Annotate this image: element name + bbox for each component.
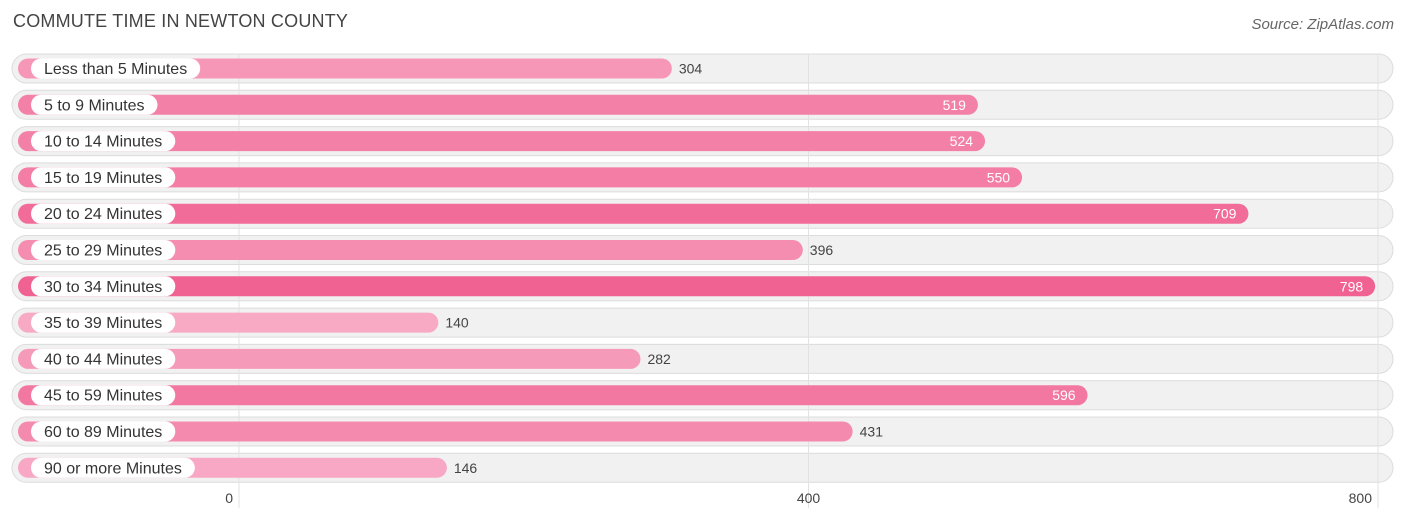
category-label-pill bbox=[31, 131, 176, 152]
bar-group: 90 or more Minutes 146 bbox=[18, 457, 478, 478]
category-label-pill bbox=[31, 203, 176, 224]
bar-group: 25 to 29 Minutes 396 bbox=[18, 240, 833, 260]
bar bbox=[18, 167, 1023, 188]
value-label: 140 bbox=[445, 315, 469, 331]
chart-source: Source: ZipAtlas.com bbox=[1251, 16, 1394, 33]
x-tick-label: 800 bbox=[1349, 490, 1373, 506]
value-label: 431 bbox=[860, 424, 884, 440]
bar-group: Less than 5 Minutes 304 bbox=[18, 58, 703, 79]
category-label: 5 to 9 Minutes bbox=[44, 97, 145, 114]
category-label: 45 to 59 Minutes bbox=[44, 388, 162, 405]
bar-group: 30 to 34 Minutes 798 bbox=[18, 276, 1376, 297]
bar-group: 40 to 44 Minutes 282 bbox=[18, 348, 671, 369]
category-label: 30 to 34 Minutes bbox=[44, 279, 162, 296]
bar-group: 5 to 9 Minutes 519 bbox=[18, 94, 978, 115]
category-label: 10 to 14 Minutes bbox=[44, 134, 162, 151]
bar bbox=[18, 276, 1376, 297]
value-label: 798 bbox=[1340, 278, 1364, 294]
category-label: 15 to 19 Minutes bbox=[44, 170, 162, 187]
category-label: 35 to 39 Minutes bbox=[44, 315, 162, 332]
category-label: 20 to 24 Minutes bbox=[44, 206, 162, 223]
bar-group: 10 to 14 Minutes 524 bbox=[18, 131, 986, 152]
value-label: 596 bbox=[1052, 387, 1076, 403]
value-label: 519 bbox=[943, 97, 967, 113]
category-label: 60 to 89 Minutes bbox=[44, 424, 162, 441]
category-label: 90 or more Minutes bbox=[44, 460, 182, 477]
bar-group: 60 to 89 Minutes 431 bbox=[18, 421, 884, 442]
bar bbox=[18, 240, 803, 260]
value-label: 550 bbox=[987, 169, 1011, 185]
category-label-pill bbox=[31, 167, 176, 188]
bar bbox=[18, 385, 1088, 406]
bar bbox=[18, 131, 986, 152]
category-label-pill bbox=[31, 94, 158, 115]
category-label-pill bbox=[31, 240, 176, 260]
category-label-pill bbox=[31, 348, 176, 369]
category-label: Less than 5 Minutes bbox=[44, 61, 187, 78]
bar bbox=[18, 203, 1249, 224]
category-label: 40 to 44 Minutes bbox=[44, 351, 162, 368]
bar bbox=[18, 94, 978, 115]
bar-group: 35 to 39 Minutes 140 bbox=[18, 312, 469, 333]
value-label: 304 bbox=[679, 61, 703, 77]
category-label: 25 to 29 Minutes bbox=[44, 243, 162, 260]
value-label: 282 bbox=[647, 351, 671, 367]
x-tick-label: 0 bbox=[225, 490, 233, 506]
category-label-pill bbox=[31, 457, 195, 478]
bar-group: 20 to 24 Minutes 709 bbox=[18, 203, 1249, 224]
category-label-pill bbox=[31, 276, 176, 297]
bar-group: 45 to 59 Minutes 596 bbox=[18, 385, 1088, 406]
value-label: 396 bbox=[810, 242, 834, 258]
value-label: 524 bbox=[950, 133, 974, 149]
category-label-pill bbox=[31, 385, 176, 406]
bar-group: 15 to 19 Minutes 550 bbox=[18, 167, 1023, 188]
value-label: 709 bbox=[1213, 206, 1237, 222]
category-label-pill bbox=[31, 312, 176, 333]
value-label: 146 bbox=[454, 460, 478, 476]
category-label-pill bbox=[31, 58, 201, 79]
category-label-pill bbox=[31, 421, 176, 442]
chart-title: COMMUTE TIME IN NEWTON COUNTY bbox=[13, 11, 349, 31]
x-tick-label: 400 bbox=[797, 490, 821, 506]
bar bbox=[18, 421, 853, 442]
